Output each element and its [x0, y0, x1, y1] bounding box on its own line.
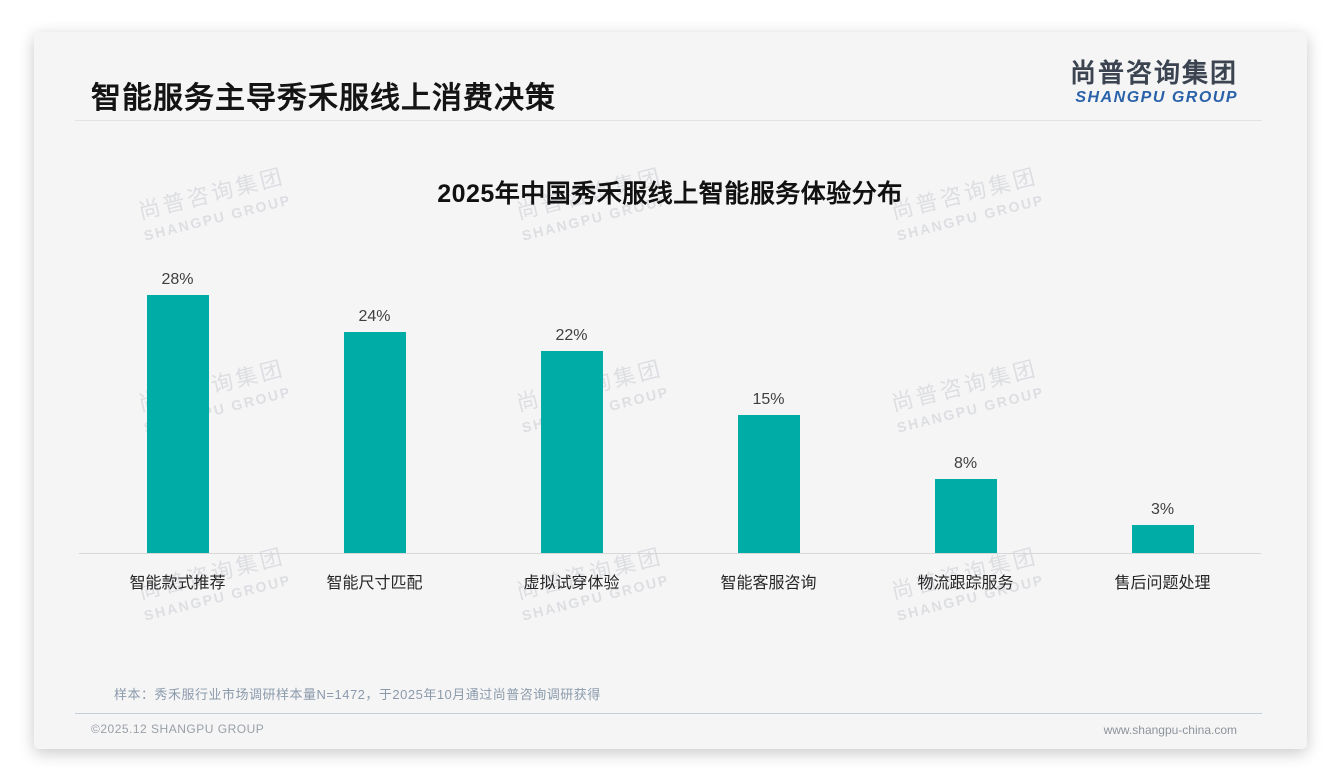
- bar-rect: [934, 479, 997, 553]
- bar-value-label: 3%: [1150, 501, 1175, 518]
- bar-column: 3%: [1064, 501, 1261, 553]
- footer-copyright: ©2025.12 SHANGPU GROUP: [91, 722, 265, 736]
- bar-rect: [1131, 525, 1194, 553]
- category-label: 智能客服咨询: [720, 575, 817, 592]
- bar-value-label: 15%: [752, 391, 785, 408]
- page-title: 智能服务主导秀禾服线上消费决策: [91, 82, 556, 115]
- header-divider: [75, 120, 1262, 121]
- chart-title: 2025年中国秀禾服线上智能服务体验分布: [437, 180, 903, 208]
- logo-cn-text: 尚普咨询集团: [1069, 58, 1238, 88]
- bar-column: 15%: [670, 391, 867, 553]
- bar-rect: [343, 332, 406, 553]
- company-logo: 尚普咨询集团 SHANGPU GROUP: [1070, 59, 1238, 107]
- bar-rect: [146, 295, 209, 553]
- bar-column: 24%: [276, 308, 473, 553]
- bar-rect: [540, 351, 603, 553]
- bar-value-label: 22%: [555, 327, 588, 344]
- category-label: 智能尺寸匹配: [326, 575, 423, 592]
- bar-value-label: 8%: [953, 455, 978, 472]
- category-label: 物流跟踪服务: [917, 575, 1014, 592]
- category-label: 虚拟试穿体验: [523, 575, 620, 592]
- bar-column: 22%: [473, 327, 670, 553]
- category-axis: 智能款式推荐 智能尺寸匹配 虚拟试穿体验 智能客服咨询 物流跟踪服务 售后问题处理: [79, 569, 1261, 593]
- bar-column: 28%: [79, 271, 276, 553]
- footer-divider: [75, 713, 1262, 714]
- bar-column: 8%: [867, 455, 1064, 553]
- slide-card: 尚普咨询集团 SHANGPU GROUP 尚普咨询集团 SHANGPU GROUP 尚普…: [34, 32, 1307, 749]
- logo-en-text: SHANGPU GROUP: [1075, 88, 1238, 106]
- bar-value-label: 28%: [161, 271, 194, 288]
- category-label: 售后问题处理: [1114, 575, 1211, 592]
- bar-value-label: 24%: [358, 308, 391, 325]
- sample-note: 样本：秀禾服行业市场调研样本量N=1472，于2025年10月通过尚普咨询调研获…: [114, 687, 601, 702]
- footer-website: www.shangpu-china.com: [1103, 723, 1237, 737]
- category-label: 智能款式推荐: [129, 575, 226, 592]
- bar-rect: [737, 415, 800, 553]
- bar-chart: 28% 24% 22% 15% 8% 3%: [79, 263, 1261, 554]
